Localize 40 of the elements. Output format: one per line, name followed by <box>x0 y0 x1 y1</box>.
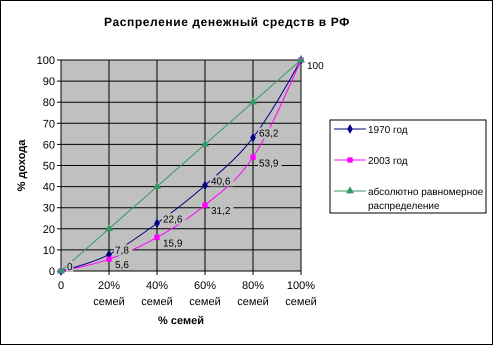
data-label: 53,9 <box>259 158 279 170</box>
data-label: 22,6 <box>163 214 183 226</box>
y-tick-label: 80 <box>42 97 55 110</box>
x-tick-label: 100% семей <box>285 280 317 308</box>
y-tick-label: 0 <box>48 266 55 278</box>
point <box>200 140 210 147</box>
legend-label: абсолютно равномерное распределение <box>368 187 484 212</box>
y-tick-label: 40 <box>42 182 55 194</box>
y-tick-label: 20 <box>42 224 55 236</box>
y-tick-label: 70 <box>42 118 55 130</box>
data-label: 31,2 <box>211 206 231 218</box>
point <box>202 202 208 208</box>
point <box>106 256 112 262</box>
y-tick-label: 60 <box>42 139 55 152</box>
data-label: 7,8 <box>115 246 130 257</box>
x-tick-label: 40% семей <box>141 280 173 308</box>
y-tick-label: 90 <box>42 76 55 88</box>
data-label: 0 <box>67 262 73 273</box>
point <box>104 224 114 232</box>
x-tick-label: 60% семей <box>189 280 221 308</box>
data-label: 5,6 <box>115 260 130 272</box>
data-label: 40,6 <box>211 176 231 188</box>
y-tick-label: 50 <box>42 160 55 172</box>
x-tick-label: 20% семей <box>93 280 125 308</box>
data-label: 63,2 <box>259 128 279 140</box>
data-label: 15,9 <box>163 238 183 250</box>
legend-label: 1970 год <box>368 125 408 136</box>
x-tick-label: 0 <box>58 280 64 292</box>
y-tick-label: 10 <box>42 244 55 257</box>
data-label: 100 <box>307 61 324 72</box>
point <box>250 154 256 160</box>
x-axis-title: % семей <box>158 315 204 327</box>
point <box>248 98 258 105</box>
y-axis-title: % дохода <box>16 138 28 192</box>
chart-title: Распреление денежный средств в РФ <box>104 15 350 29</box>
y-tick-label: 30 <box>42 202 55 215</box>
y-tick-label: 100 <box>36 55 55 67</box>
legend-label: 2003 год <box>368 156 408 167</box>
point <box>152 182 162 189</box>
x-tick-label: 80% семей <box>237 280 269 308</box>
